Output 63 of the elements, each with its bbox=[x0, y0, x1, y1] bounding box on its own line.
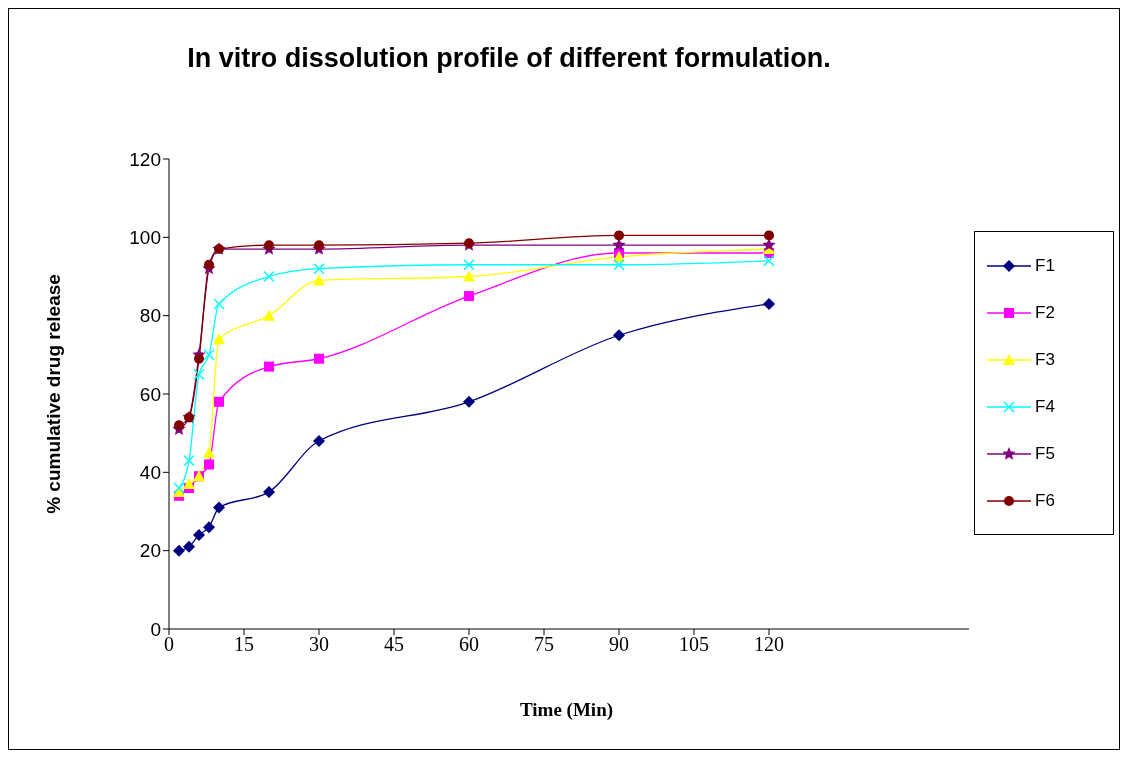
point bbox=[763, 297, 775, 310]
point bbox=[193, 368, 205, 381]
y-tick-label: 100 bbox=[129, 227, 161, 249]
point bbox=[762, 238, 776, 251]
point bbox=[313, 274, 325, 286]
chart-title: In vitro dissolution profile of different formulation. bbox=[186, 43, 832, 74]
point bbox=[313, 435, 325, 447]
point bbox=[203, 521, 215, 534]
point bbox=[193, 529, 205, 541]
point bbox=[264, 240, 274, 251]
point bbox=[214, 396, 224, 407]
point bbox=[314, 353, 324, 364]
point bbox=[463, 395, 475, 408]
x-tick-label: 45 bbox=[384, 633, 404, 656]
x-axis-title: Time (Min) bbox=[518, 699, 615, 721]
point bbox=[204, 259, 214, 270]
point bbox=[213, 501, 225, 514]
point bbox=[203, 446, 215, 458]
point bbox=[614, 230, 624, 241]
point bbox=[463, 259, 475, 271]
y-tick-label: 80 bbox=[139, 305, 161, 327]
point bbox=[263, 485, 275, 498]
legend-label: F5 bbox=[1035, 443, 1055, 464]
point bbox=[183, 478, 195, 490]
x-tick-label: 120 bbox=[754, 633, 784, 656]
legend-label: F4 bbox=[1035, 396, 1055, 417]
x-tick-label: 60 bbox=[459, 633, 479, 656]
legend-label: F2 bbox=[1035, 302, 1055, 323]
legend-label: F3 bbox=[1035, 349, 1055, 370]
point bbox=[764, 230, 774, 241]
point bbox=[194, 353, 204, 364]
point bbox=[173, 544, 185, 557]
point bbox=[204, 459, 214, 470]
point bbox=[213, 298, 225, 310]
x-tick-label: 75 bbox=[534, 633, 554, 656]
point bbox=[264, 361, 274, 372]
x-tick-label: 30 bbox=[309, 633, 329, 656]
x-tick-label: 15 bbox=[234, 633, 254, 656]
point bbox=[263, 270, 275, 283]
point bbox=[183, 454, 195, 467]
point bbox=[613, 329, 625, 342]
x-tick-label: 90 bbox=[609, 633, 629, 656]
point bbox=[463, 270, 475, 282]
y-tick-label: 40 bbox=[139, 462, 161, 484]
y-tick-label: 20 bbox=[139, 540, 161, 562]
y-tick-label: 0 bbox=[150, 618, 161, 640]
x-tick-label: 105 bbox=[679, 633, 709, 656]
point bbox=[203, 349, 215, 361]
y-tick-label: 120 bbox=[129, 148, 161, 170]
point bbox=[213, 333, 225, 345]
y-axis-title: % cumulative drug release bbox=[43, 274, 65, 514]
point bbox=[314, 240, 324, 251]
point bbox=[613, 259, 625, 271]
point bbox=[183, 540, 195, 553]
point bbox=[763, 255, 775, 267]
legend-label: F1 bbox=[1035, 255, 1055, 276]
point bbox=[174, 420, 184, 431]
point bbox=[263, 309, 275, 321]
legend-label: F6 bbox=[1035, 490, 1055, 511]
y-tick-label: 60 bbox=[139, 383, 161, 405]
point bbox=[313, 262, 325, 275]
point bbox=[464, 291, 474, 302]
point bbox=[612, 238, 626, 251]
